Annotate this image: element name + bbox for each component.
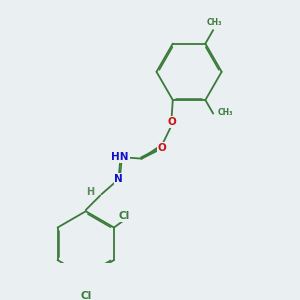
Text: H: H: [86, 188, 94, 197]
Text: O: O: [158, 143, 167, 153]
Text: CH₃: CH₃: [207, 19, 222, 28]
Text: CH₃: CH₃: [218, 108, 233, 117]
Text: HN: HN: [111, 152, 129, 162]
Text: Cl: Cl: [80, 291, 92, 300]
Text: N: N: [115, 174, 123, 184]
Text: O: O: [167, 117, 176, 127]
Text: Cl: Cl: [118, 211, 130, 221]
